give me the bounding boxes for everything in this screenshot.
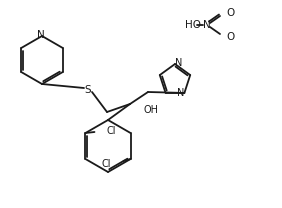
Text: O: O: [226, 8, 234, 18]
Text: Cl: Cl: [101, 159, 111, 169]
Text: O: O: [226, 32, 234, 42]
Text: OH: OH: [144, 105, 159, 115]
Text: HO: HO: [185, 20, 201, 30]
Text: N: N: [175, 58, 183, 68]
Text: S: S: [85, 85, 91, 95]
Text: N: N: [203, 20, 211, 30]
Text: Cl: Cl: [107, 126, 116, 136]
Text: N: N: [37, 30, 45, 40]
Text: N: N: [177, 88, 184, 98]
